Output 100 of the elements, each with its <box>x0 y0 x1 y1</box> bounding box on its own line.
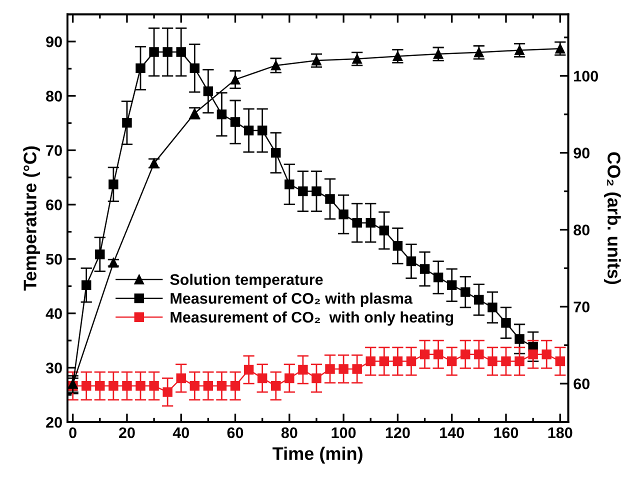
point <box>446 280 457 290</box>
point <box>325 364 335 374</box>
x-tick-label: 180 <box>548 427 572 438</box>
x-tick-label: 140 <box>440 427 464 438</box>
point <box>392 241 403 251</box>
point <box>446 356 457 366</box>
point <box>216 381 227 391</box>
point <box>122 118 132 128</box>
point <box>162 47 172 57</box>
y-axis-title: Temperature (°C) <box>23 146 40 291</box>
point <box>244 364 254 375</box>
point <box>230 74 240 84</box>
point <box>542 350 552 360</box>
point <box>460 350 470 360</box>
point <box>555 44 565 54</box>
point <box>352 54 362 64</box>
point <box>352 364 362 374</box>
x-tick-label: 40 <box>172 427 189 438</box>
point <box>488 302 498 312</box>
y2-tick-label: 80 <box>574 224 590 236</box>
point <box>474 350 484 360</box>
point <box>488 356 498 366</box>
point <box>95 250 105 260</box>
point <box>528 350 538 360</box>
point <box>82 280 92 290</box>
point <box>474 294 484 305</box>
point <box>162 387 172 397</box>
point <box>271 60 281 70</box>
point <box>325 194 335 204</box>
y-tick-label: 90 <box>46 36 62 48</box>
point <box>95 381 105 391</box>
y-tick-label: 80 <box>46 90 62 102</box>
point <box>312 56 322 66</box>
point <box>338 210 348 220</box>
point <box>298 364 308 375</box>
x-tick-label: 80 <box>281 427 298 438</box>
y2-tick-label: 70 <box>574 302 590 312</box>
point <box>433 272 444 282</box>
x-tick-label: 20 <box>119 427 135 438</box>
point <box>149 47 159 57</box>
legend-label: Measurement of CO₂ with only heating <box>170 311 454 326</box>
point <box>514 356 524 366</box>
point <box>555 356 565 366</box>
point <box>433 350 444 360</box>
point <box>216 109 227 120</box>
y2-tick-label: 90 <box>574 148 590 158</box>
point <box>379 356 390 366</box>
y-tick-label: 70 <box>46 145 62 156</box>
x-tick-label: 60 <box>227 427 244 438</box>
point <box>298 186 308 196</box>
point <box>230 381 240 391</box>
legend-label: Solution temperature <box>170 274 323 288</box>
point <box>406 256 416 266</box>
legend-label: Measurement of CO₂ with plasma <box>170 292 413 307</box>
y-tick-label: 50 <box>46 254 62 265</box>
x-tick-label: 0 <box>69 427 76 438</box>
point <box>420 264 430 274</box>
point <box>312 373 322 384</box>
point <box>392 51 403 62</box>
point <box>460 287 470 297</box>
point <box>271 381 281 391</box>
x-tick-label: 160 <box>494 427 518 438</box>
point <box>82 381 92 391</box>
point <box>257 126 268 136</box>
point <box>338 364 348 374</box>
point <box>203 381 214 391</box>
point <box>420 350 430 360</box>
point <box>352 218 362 228</box>
point <box>230 117 240 127</box>
point <box>136 63 146 74</box>
point <box>122 381 132 391</box>
point <box>474 48 484 58</box>
x-tick-label: 100 <box>332 427 356 438</box>
point <box>379 226 390 236</box>
point <box>312 186 322 196</box>
point <box>108 381 118 391</box>
point <box>366 356 376 366</box>
point <box>392 356 403 366</box>
point <box>501 318 511 328</box>
point <box>271 148 281 158</box>
y2-tick-label: 60 <box>574 378 590 390</box>
y-tick-label: 60 <box>46 199 62 210</box>
point <box>149 381 159 391</box>
y-tick-label: 40 <box>46 308 62 320</box>
point <box>366 218 376 228</box>
point <box>203 86 214 96</box>
point <box>284 373 294 384</box>
point <box>433 49 444 59</box>
point <box>501 356 511 366</box>
y-tick-label: 30 <box>46 362 62 374</box>
point <box>190 63 200 74</box>
point <box>514 334 524 344</box>
point <box>406 356 416 366</box>
point <box>257 373 268 384</box>
point <box>190 381 200 391</box>
point <box>284 179 294 190</box>
y2-axis-title: CO₂ (arb. units) <box>604 152 621 284</box>
x-tick-label: 120 <box>386 427 410 438</box>
y2-tick-label: 100 <box>574 70 598 82</box>
point <box>176 47 186 57</box>
